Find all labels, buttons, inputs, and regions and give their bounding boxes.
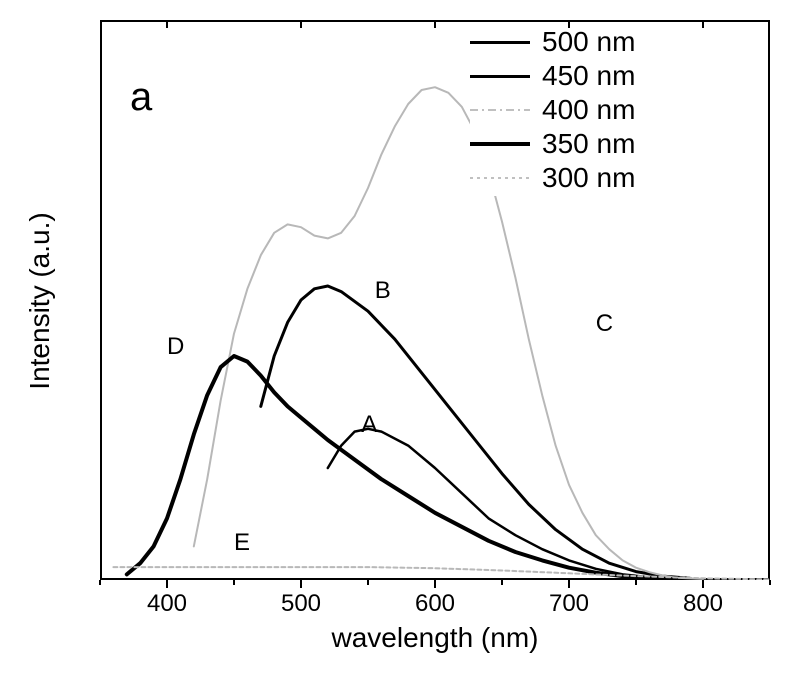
x-tick <box>702 580 704 588</box>
x-axis-label: wavelength (nm) <box>315 622 555 654</box>
curve-annotation-B: B <box>375 277 391 305</box>
chart-container: a wavelength (nm) Intensity (a.u.) 500 n… <box>0 0 800 679</box>
legend-item: 300 nm <box>470 162 635 194</box>
x-minor-tick <box>769 580 771 585</box>
x-tick-top <box>166 20 168 28</box>
legend-swatch <box>470 41 530 44</box>
legend-label: 500 nm <box>542 26 635 58</box>
legend-swatch <box>470 75 530 78</box>
x-minor-tick <box>99 580 101 585</box>
x-tick <box>434 580 436 588</box>
legend-swatch <box>470 142 530 146</box>
series-A <box>328 429 676 579</box>
panel-label: a <box>130 75 152 120</box>
curve-annotation-C: C <box>596 310 613 338</box>
x-minor-tick <box>367 580 369 585</box>
curve-annotation-D: D <box>167 333 184 361</box>
curve-annotation-E: E <box>234 529 250 557</box>
legend: 500 nm450 nm400 nm350 nm300 nm <box>470 26 635 196</box>
curve-annotation-A: A <box>361 411 377 439</box>
y-axis-label: Intensity (a.u.) <box>24 186 56 416</box>
x-tick-top <box>434 20 436 28</box>
x-minor-tick <box>501 580 503 585</box>
x-tick-label: 600 <box>415 590 455 618</box>
legend-item: 400 nm <box>470 94 635 126</box>
legend-label: 300 nm <box>542 162 635 194</box>
legend-item: 450 nm <box>470 60 635 92</box>
x-tick <box>300 580 302 588</box>
legend-item: 500 nm <box>470 26 635 58</box>
x-tick <box>568 580 570 588</box>
legend-label: 350 nm <box>542 128 635 160</box>
legend-label: 450 nm <box>542 60 635 92</box>
legend-label: 400 nm <box>542 94 635 126</box>
x-tick-top <box>568 20 570 28</box>
x-tick-label: 700 <box>549 590 589 618</box>
x-tick-label: 500 <box>281 590 321 618</box>
x-tick-top <box>300 20 302 28</box>
x-minor-tick <box>233 580 235 585</box>
legend-item: 350 nm <box>470 128 635 160</box>
x-tick-label: 800 <box>683 590 723 618</box>
legend-swatch <box>470 177 530 179</box>
legend-swatch <box>470 109 530 111</box>
x-tick-label: 400 <box>147 590 187 618</box>
x-minor-tick <box>635 580 637 585</box>
plot-svg <box>100 20 770 580</box>
x-tick-top <box>702 20 704 28</box>
x-tick <box>166 580 168 588</box>
